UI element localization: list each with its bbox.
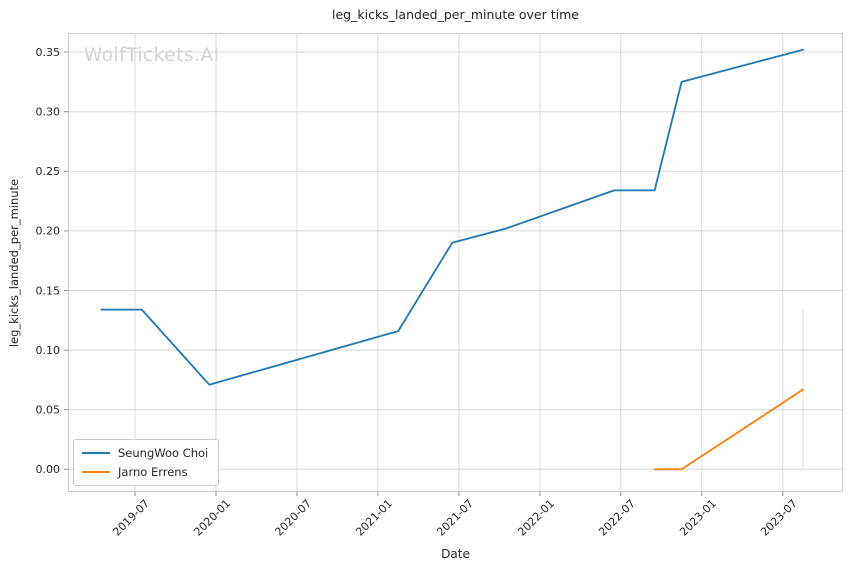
x-tick-label: 2020-07 — [272, 497, 314, 539]
x-tick-label: 2019-07 — [110, 497, 152, 539]
legend-label: SeungWoo Choi — [118, 446, 209, 460]
plot-canvas: 0.00 0.05 0.10 0.15 0.20 0.25 0.30 0.35 2019-07 2… — [36, 33, 843, 539]
x-axis-label: Date — [441, 547, 470, 561]
plot-border — [68, 33, 843, 492]
x-tick-label: 2021-07 — [434, 497, 476, 539]
series-line-jarno-errens — [653, 388, 804, 471]
x-tick-label: 2022-07 — [596, 497, 638, 539]
legend-item-jarno-errens: Jarno Errens — [82, 465, 208, 479]
legend-line-swatch — [82, 471, 110, 473]
series-lines — [100, 48, 804, 471]
legend-label: Jarno Errens — [118, 465, 188, 479]
y-tick-label: 0.30 — [36, 106, 61, 119]
y-tick-label: 0.20 — [36, 225, 61, 238]
legend-item-seungwoo-choi: SeungWoo Choi — [82, 446, 208, 460]
y-tick-label: 0.15 — [36, 284, 61, 297]
plot-area: 0.00 0.05 0.10 0.15 0.20 0.25 0.30 0.35 2019-07 2… — [36, 33, 843, 539]
chart-title: leg_kicks_landed_per_minute over time — [332, 7, 579, 22]
legend-line-swatch — [82, 452, 110, 454]
x-tick-label: 2020-01 — [191, 497, 233, 539]
y-tick-label: 0.35 — [36, 46, 61, 59]
x-tick-label: 2022-01 — [515, 497, 557, 539]
x-tick-label: 2023-07 — [758, 497, 800, 539]
y-tick-label: 0.10 — [36, 344, 61, 357]
x-tick-label: 2023-01 — [677, 497, 719, 539]
x-tick-label: 2021-01 — [353, 497, 395, 539]
y-tick-label: 0.00 — [36, 463, 61, 476]
y-tick-label: 0.25 — [36, 165, 61, 178]
gridlines — [68, 33, 843, 492]
series-line-seungwoo-choi — [100, 48, 804, 386]
y-tick-label: 0.05 — [36, 404, 61, 417]
legend: SeungWoo Choi Jarno Errens — [73, 439, 220, 486]
watermark: WolfTickets.AI — [84, 45, 220, 66]
